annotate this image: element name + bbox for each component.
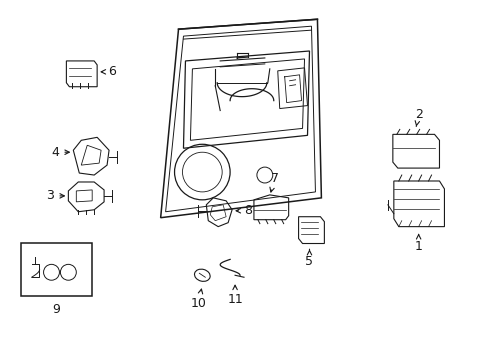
Text: 5: 5 — [305, 249, 313, 268]
Text: 3: 3 — [46, 189, 64, 202]
Text: 8: 8 — [236, 204, 251, 217]
Text: 6: 6 — [101, 66, 116, 78]
Text: 4: 4 — [51, 146, 69, 159]
Text: 2: 2 — [414, 108, 422, 126]
Text: 10: 10 — [190, 289, 206, 310]
Text: 9: 9 — [52, 303, 61, 316]
Text: 11: 11 — [227, 285, 243, 306]
Text: 7: 7 — [269, 171, 278, 192]
Text: 1: 1 — [414, 234, 422, 253]
